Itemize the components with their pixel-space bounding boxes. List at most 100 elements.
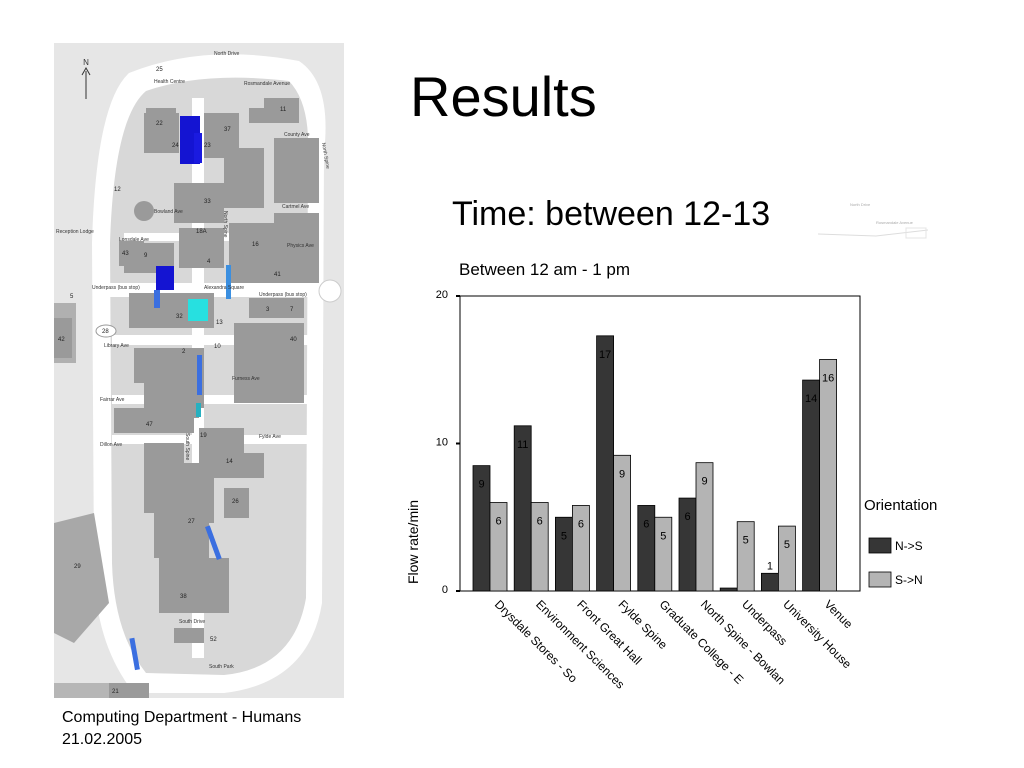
map-building-19: 19 — [200, 433, 207, 439]
map-label-dillon-ave: Dillon Ave — [100, 442, 122, 448]
y-tick-label: 20 — [436, 289, 448, 301]
y-tick-label: 10 — [436, 437, 448, 449]
campus-map-drawing: N North Drive Health Centre Rosmandale A… — [54, 51, 342, 698]
map-building-29: 29 — [74, 564, 81, 570]
map-label-underpass-left: Underpass (bus stop) — [92, 285, 140, 291]
map-building-27: 27 — [188, 519, 195, 525]
y-tick-label: 0 — [442, 584, 448, 596]
x-category-label: Venue — [821, 597, 855, 631]
bar-s-to-n — [736, 521, 755, 592]
map-building-37: 37 — [224, 127, 231, 133]
map-label-alexandra-square: Alexandra Square — [204, 285, 244, 291]
map-building-43: 43 — [122, 251, 129, 257]
bar-value-label: 5 — [784, 539, 790, 551]
legend-title: Orientation — [864, 497, 937, 514]
bar-value-label: 6 — [643, 518, 649, 530]
map-building-11: 11 — [280, 107, 287, 113]
map-building-13: 13 — [216, 320, 223, 326]
map-north-label: N — [83, 58, 89, 67]
bar-n-to-s — [554, 516, 573, 592]
bar-s-to-n — [613, 454, 632, 592]
bar-value-label: 1 — [767, 560, 773, 572]
legend-entry-label: N->S — [895, 539, 923, 553]
map-building-16: 16 — [252, 242, 259, 248]
map-label-bowland-ave: Bowland Ave — [154, 209, 183, 215]
bar-s-to-n — [571, 505, 590, 592]
bar-s-to-n — [777, 525, 796, 592]
map-building-24: 24 — [172, 143, 179, 149]
map-building-12: 12 — [114, 187, 121, 193]
map-building-5: 5 — [70, 294, 74, 300]
bar-s-to-n — [695, 462, 714, 592]
map-label-south-park: South Park — [209, 664, 234, 670]
map-building-40: 40 — [290, 337, 297, 343]
map-building-25: 25 — [156, 67, 163, 73]
x-category-label: Drysdale Stores - So — [492, 597, 580, 685]
map-label-south-drive: South Drive — [179, 619, 205, 625]
bar-value-label: 5 — [743, 535, 749, 547]
bar-value-label: 6 — [495, 516, 501, 528]
bar-n-to-s — [719, 587, 738, 592]
chart-title: Between 12 am - 1 pm — [459, 260, 630, 279]
bar-value-label: 5 — [561, 530, 567, 542]
map-building-18a: 18A — [196, 229, 207, 235]
map-label-county-ave: County Ave — [284, 132, 310, 138]
y-axis-label: Flow rate/min — [405, 500, 421, 584]
map-building-33: 33 — [204, 199, 211, 205]
map-building-22: 22 — [156, 121, 163, 127]
bar-value-label: 6 — [684, 511, 690, 523]
map-building-3: 3 — [266, 307, 270, 313]
map-label-south-spine: South Spine — [184, 433, 190, 460]
map-label-furness-ave: Furness Ave — [232, 376, 260, 382]
map-building-9: 9 — [144, 253, 148, 259]
legend-swatch — [868, 537, 892, 554]
bar-value-label: 16 — [822, 372, 834, 384]
map-label-north-drive: North Drive — [214, 51, 240, 57]
map-label-fairrar-ave: Fairrar Ave — [100, 397, 125, 403]
map-building-41: 41 — [274, 272, 281, 278]
slide-footer: Computing Department - Humans 21.02.2005 — [62, 707, 301, 751]
thumbnail-text-1: North Drive — [850, 202, 871, 207]
map-building-26: 26 — [232, 499, 239, 505]
map-building-4: 4 — [207, 259, 211, 265]
map-building-38: 38 — [180, 594, 187, 600]
map-building-7: 7 — [290, 307, 294, 313]
map-building-21: 21 — [112, 689, 119, 695]
bar-n-to-s — [802, 379, 821, 592]
map-label-physics-ave: Physics Ave — [287, 243, 314, 249]
bar-value-label: 6 — [537, 516, 543, 528]
map-building-47: 47 — [146, 422, 153, 428]
map-building-14: 14 — [226, 459, 233, 465]
flow-rate-chart: Between 12 am - 1 pm Flow rate/min 0 10 20… — [405, 260, 937, 692]
map-building-52: 52 — [210, 637, 217, 643]
bar-n-to-s — [760, 572, 779, 592]
map-label-underpass-right: Underpass (bus stop) — [259, 292, 307, 298]
map-thumbnail-fragment: North Drive Rosmandale Avenue — [817, 202, 929, 239]
footer-department: Computing Department - Humans — [62, 709, 302, 726]
campus-map: N North Drive Health Centre Rosmandale A… — [54, 43, 344, 698]
map-label-lonsdale-ave: Lonsdale Ave — [119, 237, 149, 243]
legend-swatch — [868, 571, 892, 588]
map-label-cartmel-ave: Cartmel Ave — [282, 204, 309, 210]
map-label-north-spine: North Spine — [222, 211, 228, 238]
map-label-south-east-drive: North Spine — [320, 142, 331, 169]
map-label-library-ave: Library Ave — [104, 343, 129, 349]
bar-value-label: 17 — [599, 349, 611, 361]
bar-s-to-n — [819, 359, 838, 592]
bar-value-label: 14 — [805, 393, 817, 405]
bar-s-to-n — [489, 502, 508, 592]
thumbnail-text-2: Rosmandale Avenue — [876, 220, 914, 225]
bar-value-label: 11 — [517, 439, 528, 451]
footer-date: 21.02.2005 — [62, 731, 143, 748]
bar-value-label: 9 — [619, 468, 625, 480]
bar-s-to-n — [530, 502, 549, 592]
map-label-fylde-ave: Fylde Ave — [259, 434, 281, 440]
map-label-health-centre: Health Centre — [154, 79, 185, 85]
slide-title: Results — [410, 65, 597, 128]
map-label-rosmand-ave: Rosmandale Avenue — [244, 81, 290, 87]
map-building-32: 32 — [176, 314, 183, 320]
map-building-10: 10 — [214, 344, 221, 350]
bar-n-to-s — [596, 335, 615, 592]
legend-entry-label: S->N — [895, 573, 923, 587]
bar-value-label: 6 — [578, 518, 584, 530]
